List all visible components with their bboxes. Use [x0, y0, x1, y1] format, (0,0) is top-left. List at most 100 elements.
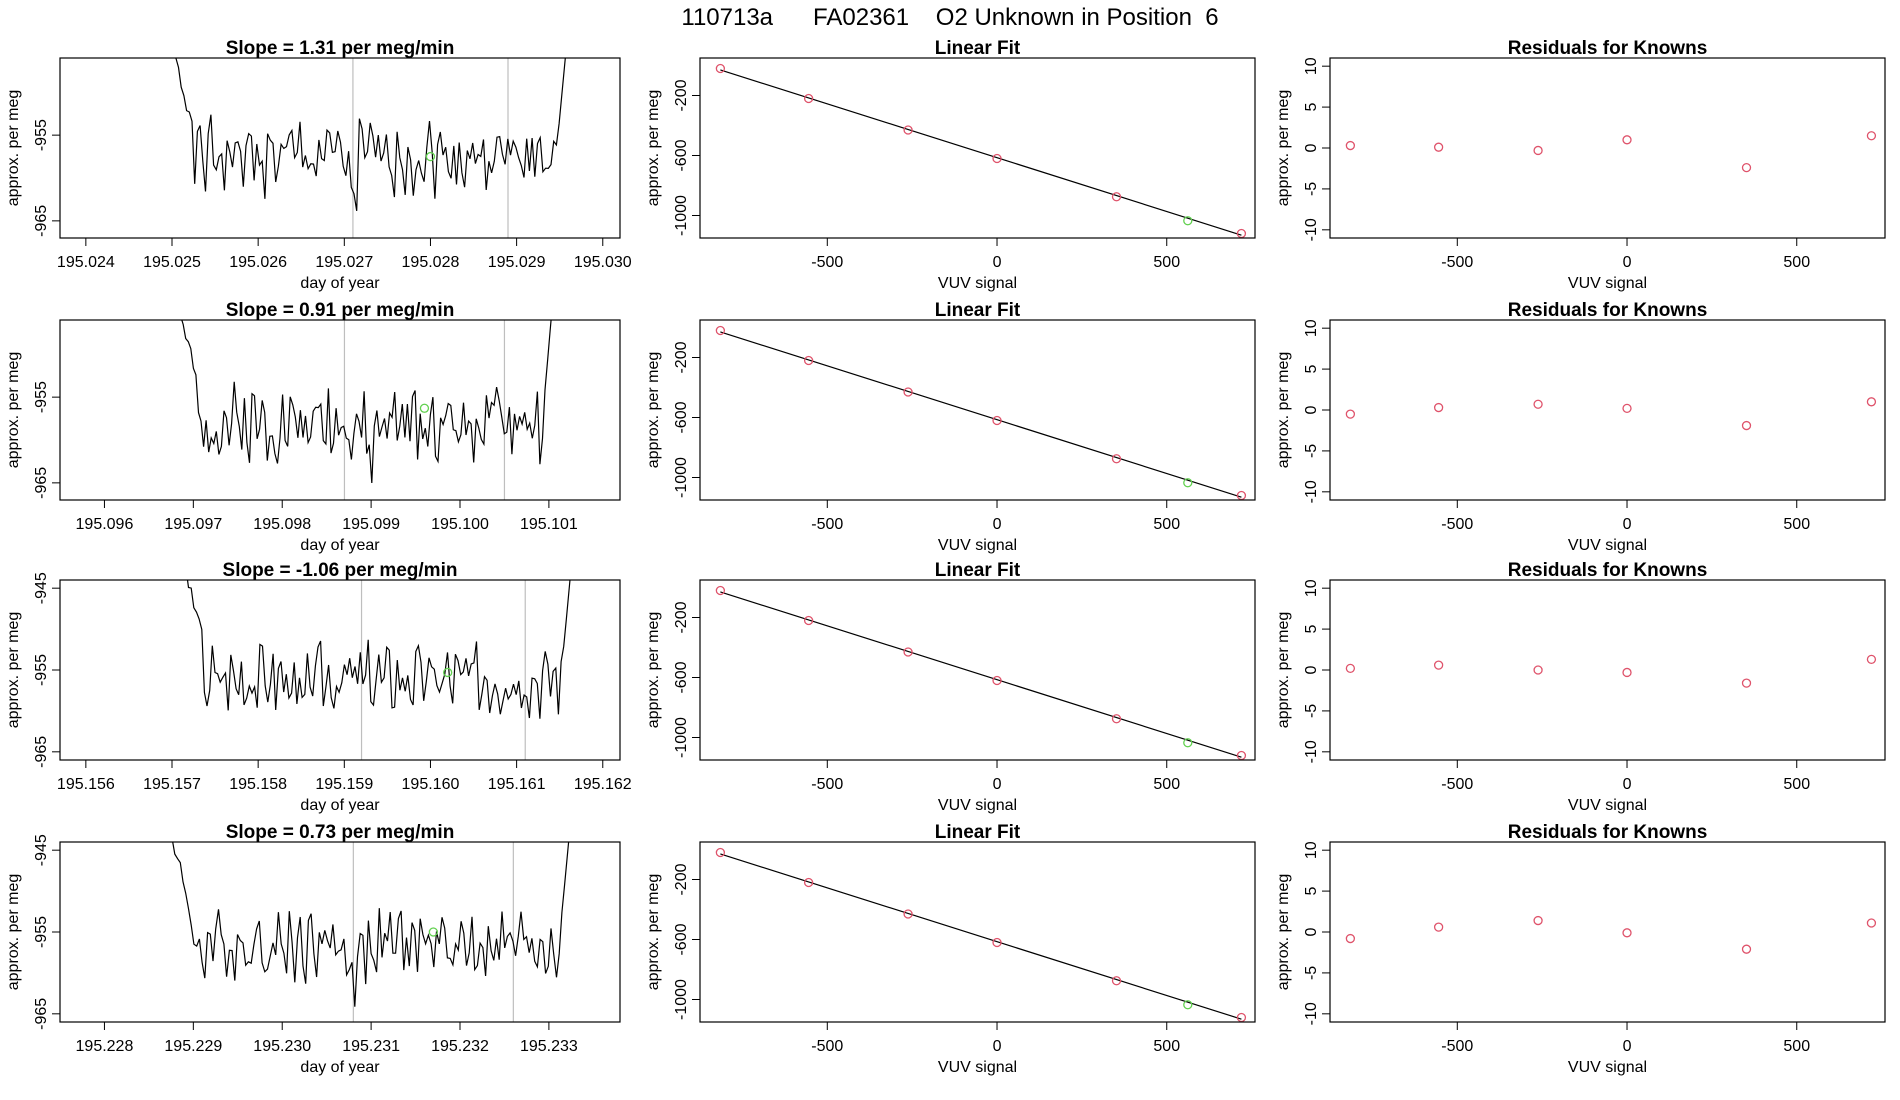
known-point: [715, 847, 726, 858]
y-tick-label: -200: [673, 863, 690, 895]
x-axis-label: day of year: [300, 537, 380, 554]
y-tick-label: -965: [33, 467, 50, 499]
residual-point: [1533, 399, 1543, 409]
chart-title: Linear Fit: [935, 560, 1021, 581]
known-point: [715, 325, 726, 336]
known-point: [715, 585, 726, 596]
y-axis-label: approx. per meg: [1275, 612, 1292, 729]
residual-point: [1345, 663, 1356, 674]
plot-area: [1345, 915, 1877, 954]
data-line: [172, 842, 570, 1007]
plot-frame: [59, 579, 621, 761]
y-tick-label: -5: [1303, 704, 1320, 718]
x-tick-label: -500: [1441, 1038, 1473, 1055]
plot-area: [172, 842, 570, 1022]
x-tick-label: 195.156: [57, 776, 115, 793]
x-tick-label: 500: [1153, 776, 1180, 793]
x-tick-label: -500: [1441, 254, 1473, 271]
plot-area: [715, 63, 1247, 238]
y-tick-label: -1000: [673, 717, 690, 758]
x-tick-label: 500: [1153, 254, 1180, 271]
known-point: [715, 63, 726, 74]
y-tick-label: -5: [1303, 444, 1320, 458]
plot-frame: [699, 841, 1256, 1023]
residual-point: [1866, 131, 1877, 141]
chart-title: Slope = 1.31 per meg/min: [226, 38, 455, 59]
residual-point: [1622, 928, 1632, 938]
unknown-marker: [443, 667, 453, 678]
y-tick-label: -1000: [673, 457, 690, 498]
chart-panel-2-3: Residuals for Knowns -500 0 500 10 5 0 -5 -10 VUV…: [1275, 300, 1886, 554]
y-tick-label: -600: [673, 661, 690, 693]
chart-title: Linear Fit: [935, 822, 1021, 843]
residual-point: [1433, 142, 1444, 152]
plot-area: [181, 320, 552, 500]
x-tick-label: 195.024: [57, 254, 115, 271]
plot-frame: [59, 57, 621, 239]
y-axis-label: approx. per meg: [5, 612, 22, 729]
residual-point: [1433, 402, 1444, 413]
x-tick-label: 195.157: [143, 776, 201, 793]
fit-line: [720, 591, 1242, 758]
x-tick-label: 195.161: [488, 776, 546, 793]
x-tick-label: 195.159: [315, 776, 373, 793]
x-axis-label: VUV signal: [1568, 797, 1647, 814]
residual-point: [1622, 135, 1632, 145]
y-tick-label: -965: [33, 998, 50, 1030]
x-tick-label: 195.228: [76, 1038, 134, 1055]
y-tick-label: 0: [1303, 927, 1320, 936]
x-axis-label: VUV signal: [1568, 275, 1647, 292]
known-point: [803, 615, 814, 626]
y-tick-label: 10: [1303, 319, 1320, 337]
x-axis-label: VUV signal: [938, 797, 1017, 814]
x-tick-label: 195.232: [431, 1038, 489, 1055]
x-tick-label: -500: [811, 1038, 843, 1055]
chart-panel-2-2: Linear Fit -500 0 500 -200 -600 -1000 VUV signa…: [645, 300, 1256, 554]
x-tick-label: -500: [811, 516, 843, 533]
unknown-point: [1183, 478, 1193, 488]
y-axis-label: approx. per meg: [5, 874, 22, 991]
y-tick-label: 10: [1303, 57, 1320, 75]
x-tick-label: 195.158: [229, 776, 287, 793]
x-tick-label: 0: [993, 516, 1002, 533]
x-tick-label: -500: [811, 254, 843, 271]
known-point: [992, 675, 1002, 686]
x-tick-label: 195.229: [164, 1038, 222, 1055]
unknown-point: [1183, 216, 1193, 226]
x-tick-label: 195.101: [520, 516, 578, 533]
y-tick-label: 10: [1303, 841, 1320, 859]
y-axis-label: approx. per meg: [645, 874, 662, 991]
y-tick-label: -10: [1303, 480, 1320, 503]
x-tick-label: 195.028: [402, 254, 460, 271]
chart-title: Slope = -1.06 per meg/min: [223, 560, 458, 581]
y-tick-label: 0: [1303, 143, 1320, 152]
plot-area: [175, 58, 566, 238]
x-tick-label: 500: [1783, 254, 1810, 271]
residual-point: [1533, 665, 1543, 675]
x-tick-label: 195.096: [76, 516, 134, 533]
chart-panel-3-1: Slope = -1.06 per meg/min 195.156 195.157 1…: [5, 560, 632, 814]
y-tick-label: -5: [1303, 966, 1320, 980]
y-tick-label: -200: [673, 601, 690, 633]
y-tick-label: -10: [1303, 740, 1320, 763]
x-tick-label: 0: [1623, 776, 1632, 793]
data-line: [181, 320, 552, 484]
y-axis-label: approx. per meg: [645, 90, 662, 207]
chart-panel-4-2: Linear Fit -500 0 500 -200 -600 -1000 VUV signa…: [645, 822, 1256, 1076]
known-point: [992, 937, 1002, 948]
x-axis-label: day of year: [300, 797, 380, 814]
x-tick-label: 195.029: [488, 254, 546, 271]
x-tick-label: 195.027: [315, 254, 373, 271]
x-tick-label: 195.233: [520, 1038, 578, 1055]
y-tick-label: -10: [1303, 218, 1320, 241]
known-point: [1236, 1012, 1247, 1022]
x-tick-label: 195.025: [143, 254, 201, 271]
known-point: [903, 125, 913, 135]
plot-area: [186, 580, 571, 760]
x-tick-label: 0: [1623, 1038, 1632, 1055]
known-point: [992, 415, 1002, 426]
chart-panel-1-2: Linear Fit -500 0 500 -200 -600 -1000 VUV signa…: [645, 38, 1256, 292]
chart-panel-4-3: Residuals for Knowns -500 0 500 10 5 0 -5 -10 VUV…: [1275, 822, 1886, 1076]
x-tick-label: 195.100: [431, 516, 489, 533]
residual-point: [1741, 678, 1752, 688]
